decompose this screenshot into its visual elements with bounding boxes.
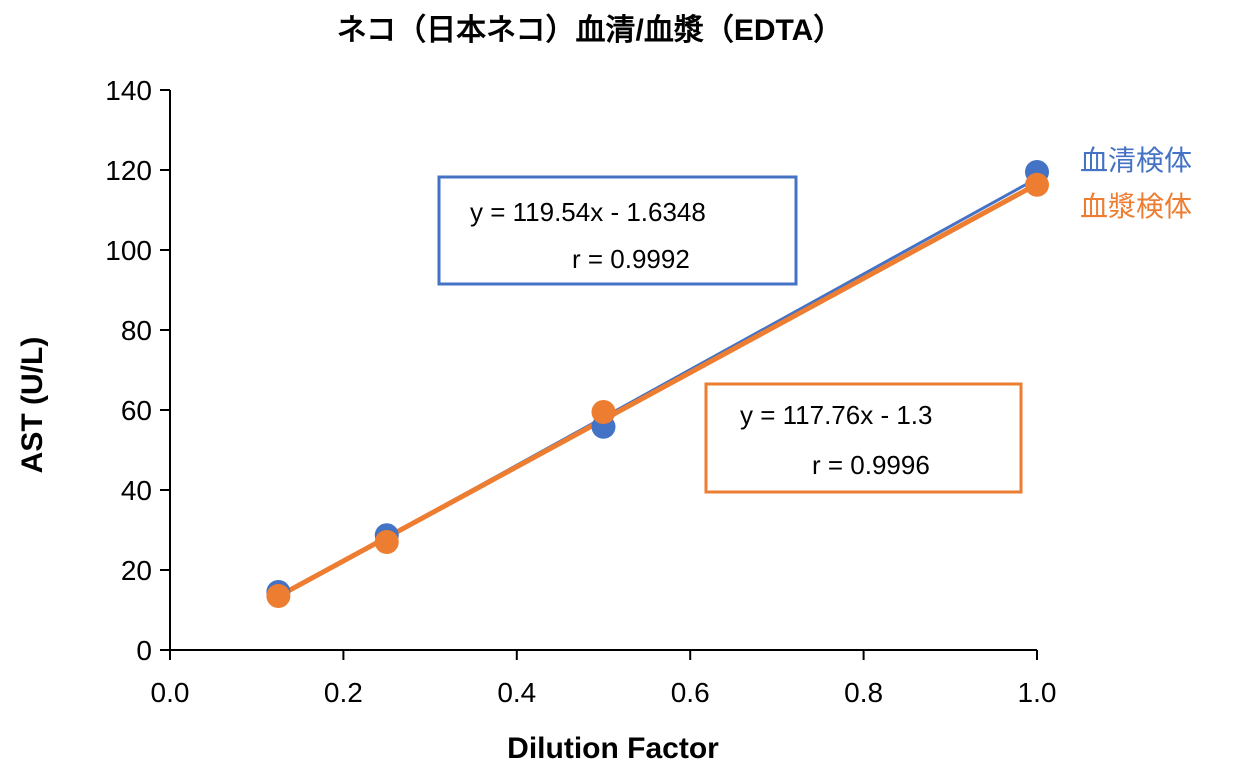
legend-serum: 血清検体 xyxy=(1080,145,1192,176)
trendline-plasma xyxy=(277,181,1039,599)
y-tick-label: 0 xyxy=(136,635,152,666)
data-point-plasma xyxy=(591,400,616,424)
x-tick-label: 0.4 xyxy=(497,677,536,708)
y-axis-label: AST (U/L) xyxy=(16,337,49,474)
axes xyxy=(160,89,1038,660)
tick-labels: 0.0 0.2 0.4 0.6 0.8 1.0 0 20 40 60 80 100 120 140 xyxy=(105,75,1056,708)
equation-box-serum xyxy=(437,175,798,286)
data-points xyxy=(266,160,1049,608)
x-tick-label: 0.6 xyxy=(671,677,710,708)
x-tick-label: 0.0 xyxy=(151,677,190,708)
data-point-plasma xyxy=(1025,172,1049,197)
x-tick-label: 0.2 xyxy=(324,677,363,708)
y-tick-label: 120 xyxy=(105,155,152,186)
r-plasma: r = 0.9996 xyxy=(812,450,930,480)
equation-box-plasma xyxy=(704,382,1023,494)
equation-serum: y = 119.54x - 1.6348 xyxy=(470,197,706,227)
y-tick-label: 140 xyxy=(105,75,152,106)
r-serum: r = 0.9992 xyxy=(572,244,690,274)
y-tick-label: 40 xyxy=(121,475,152,506)
equation-plasma: y = 117.76x - 1.3 xyxy=(740,400,932,430)
y-tick-label: 80 xyxy=(121,315,152,346)
legend-plasma: 血漿検体 xyxy=(1080,191,1192,222)
chart-title: ネコ（日本ネコ）血清/血漿（EDTA） xyxy=(337,13,844,47)
data-point-plasma xyxy=(266,584,291,608)
trendlines xyxy=(277,177,1039,599)
x-tick-label: 0.8 xyxy=(844,677,883,708)
y-tick-label: 60 xyxy=(121,395,152,426)
x-axis-label: Dilution Factor xyxy=(507,732,719,765)
y-tick-label: 100 xyxy=(105,235,152,266)
x-tick-label: 1.0 xyxy=(1018,677,1057,708)
y-tick-label: 20 xyxy=(121,555,152,586)
data-point-plasma xyxy=(374,530,399,554)
